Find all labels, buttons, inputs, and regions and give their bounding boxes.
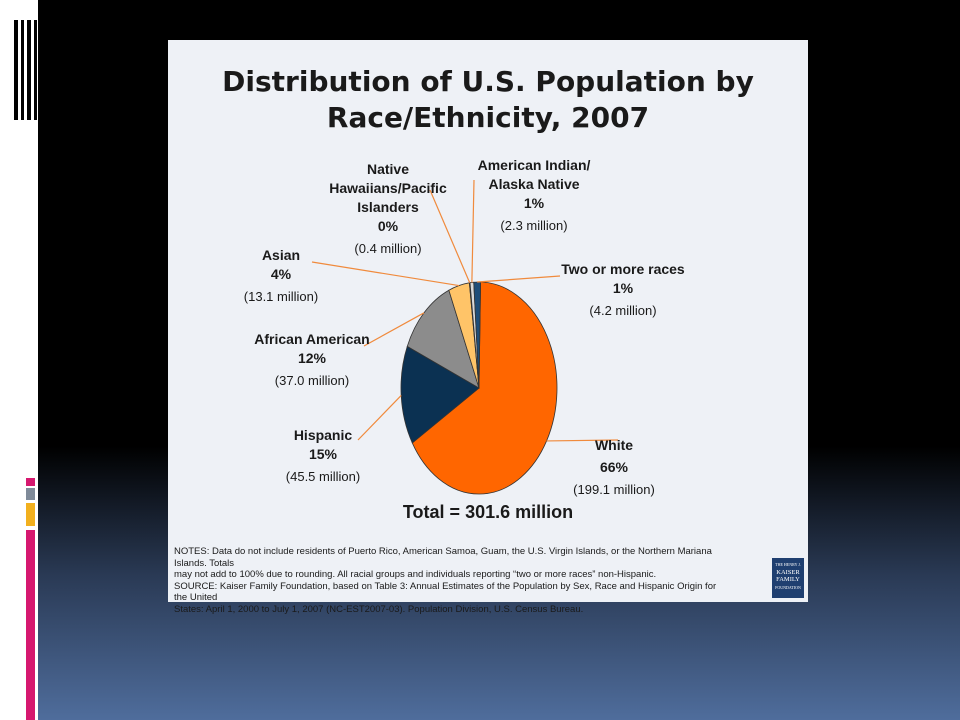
slice-label-native-hawaiian: Native Hawaiians/Pacific Islanders 0% (0… (329, 161, 447, 256)
slide-accent-gray (26, 488, 35, 500)
chart-title-line-2: Race/Ethnicity, 2007 (326, 101, 650, 134)
slide-accent-magenta-top (26, 478, 35, 486)
slice-label-white: White 66% (199.1 million) (573, 437, 655, 497)
notes-line-3: SOURCE: Kaiser Family Foundation, based … (174, 580, 717, 604)
pie-slice-african-american (406, 289, 480, 389)
leader-line-two-or-more-races (477, 275, 561, 283)
notes-line-1: NOTES: Data do not include residents of … (174, 546, 712, 569)
slide-accent-yellow (26, 503, 35, 526)
slice-label-american-indian: American Indian/ Alaska Native 1% (2.3 m… (477, 157, 591, 233)
chart-notes: NOTES: Data do not include residents of … (174, 546, 730, 615)
leader-line-african-american (363, 312, 425, 347)
notes-line-2: may not add to 100% due to rounding. All… (174, 569, 657, 580)
slice-label-asian: Asian 4% (13.1 million) (243, 247, 319, 304)
chart-card: Distribution of U.S. Population by Race/… (168, 40, 808, 615)
leader-line-white (546, 439, 619, 442)
notes-line-4: States: April 1, 2000 to July 1, 2007 (N… (174, 603, 584, 615)
leader-line-asian (311, 261, 460, 287)
slide-decoration-lines (14, 20, 38, 120)
slice-label-two-or-more: Two or more races 1% (4.2 million) (561, 261, 685, 318)
chart-title: Distribution of U.S. Population by Race/… (168, 64, 808, 136)
pie-chart (311, 179, 619, 495)
leader-line-american-indian-alaska-native (471, 179, 475, 283)
slice-label-hispanic: Hispanic 15% (45.5 million) (285, 427, 361, 484)
slide-accent-magenta-bar (26, 530, 35, 720)
leader-line-native-hawaiians-pacific-islanders (429, 189, 471, 283)
chart-title-line-1: Distribution of U.S. Population by (222, 65, 754, 98)
chart-total: Total = 301.6 million (402, 502, 574, 522)
pie-slice-hispanic (400, 345, 480, 444)
slice-label-african-american: African American 12% (37.0 million) (254, 331, 370, 388)
leader-line-hispanic (357, 395, 402, 441)
kaiser-family-foundation-logo: THE HENRY J. KAISER FAMILY FOUNDATION (772, 558, 804, 598)
